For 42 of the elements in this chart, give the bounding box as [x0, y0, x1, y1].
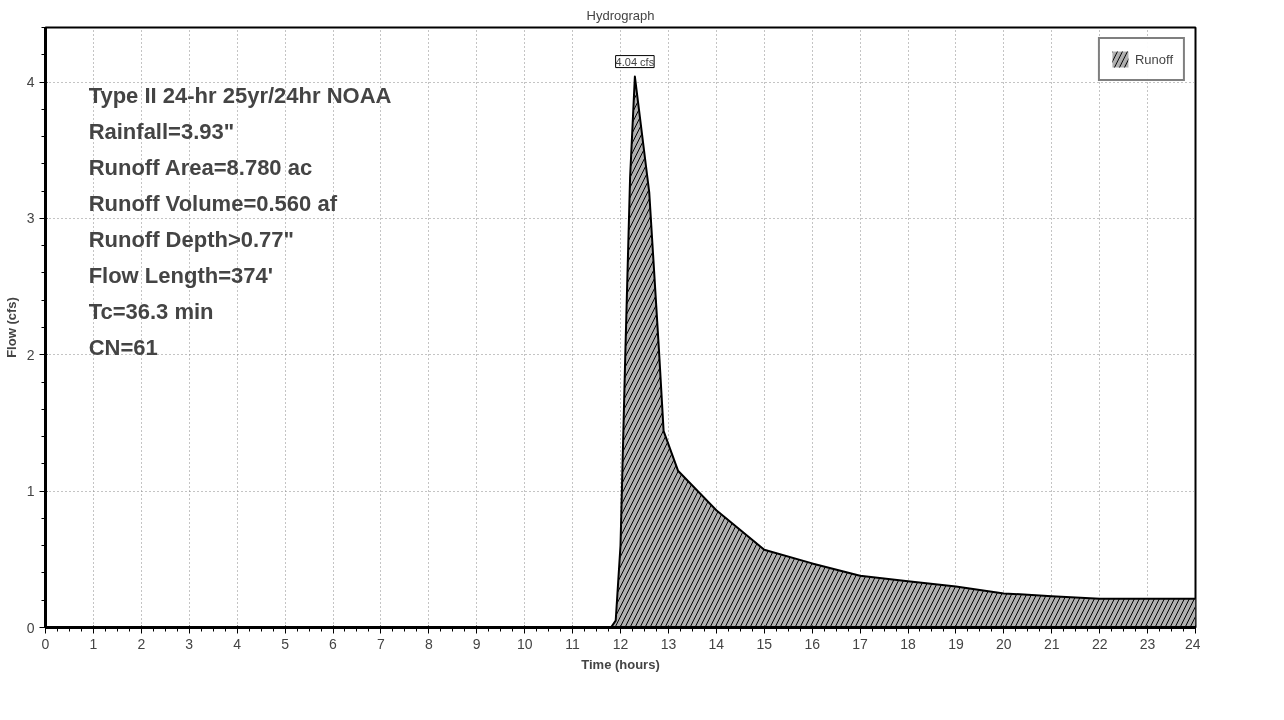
x-tick-label: 3 — [185, 635, 194, 652]
x-tick-label: 16 — [804, 635, 821, 652]
x-tick-label: 15 — [756, 635, 773, 652]
y-tick-label: 4 — [26, 74, 35, 91]
x-tick-label: 1 — [89, 635, 98, 652]
x-tick-label: 20 — [996, 635, 1012, 652]
annotation: Runoff Volume=0.560 af — [88, 191, 338, 217]
y-tick-label: 0 — [26, 619, 35, 636]
annotation: Flow Length=374' — [88, 263, 273, 289]
x-tick-label: 24 — [1184, 635, 1201, 652]
x-tick-label: 10 — [516, 635, 533, 652]
y-tick-label: 1 — [26, 483, 35, 500]
x-tick-label: 22 — [1091, 635, 1108, 652]
legend-label: Runoff — [1134, 51, 1173, 67]
x-axis-title: Time (hours) — [581, 656, 660, 672]
x-tick-label: 5 — [281, 635, 290, 652]
annotation: Rainfall=3.93" — [88, 119, 235, 145]
chart-title: Hydrograph — [586, 7, 655, 23]
x-tick-label: 11 — [565, 635, 581, 652]
annotation: CN=61 — [88, 335, 158, 361]
annotation: Runoff Depth>0.77" — [88, 227, 295, 253]
annotation: Type II 24-hr 25yr/24hr NOAA — [88, 83, 392, 109]
y-axis-title: Flow (cfs) — [3, 297, 19, 358]
x-tick-label: 9 — [472, 635, 481, 652]
x-tick-label: 23 — [1139, 635, 1156, 652]
x-tick-label: 7 — [377, 635, 386, 652]
x-tick-label: 2 — [137, 635, 146, 652]
x-tick-label: 0 — [41, 635, 50, 652]
x-tick-label: 8 — [424, 635, 433, 652]
x-tick-label: 14 — [708, 635, 725, 652]
y-tick-label: 2 — [26, 346, 35, 363]
x-tick-label: 18 — [900, 635, 916, 652]
x-tick-label: 19 — [948, 635, 964, 652]
x-tick-label: 6 — [329, 635, 338, 652]
x-tick-label: 13 — [660, 635, 677, 652]
annotation: Runoff Area=8.780 ac — [88, 155, 313, 181]
x-tick-label: 12 — [612, 635, 629, 652]
x-tick-label: 17 — [852, 635, 869, 652]
x-tick-label: 4 — [233, 635, 242, 652]
annotation: Tc=36.3 min — [88, 299, 214, 325]
y-tick-label: 3 — [26, 210, 35, 227]
x-tick-label: 21 — [1043, 635, 1060, 652]
